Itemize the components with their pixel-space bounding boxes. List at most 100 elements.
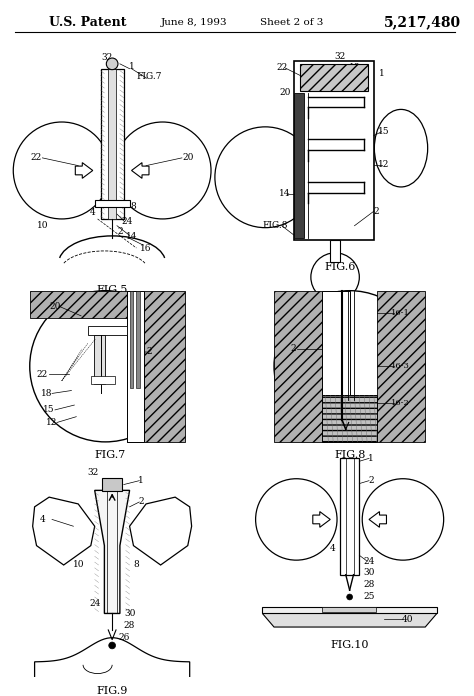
Text: 10: 10 [73,560,84,569]
Text: 12: 12 [378,160,389,169]
Polygon shape [35,638,190,681]
Text: 2: 2 [138,498,144,507]
Text: 15: 15 [378,127,389,136]
Text: 32: 32 [334,73,346,82]
Text: 14: 14 [126,232,137,241]
Circle shape [114,122,211,219]
Circle shape [13,122,110,219]
Bar [322,291,350,395]
Bar [127,291,185,442]
Text: FIG.7: FIG.7 [95,450,126,461]
Circle shape [30,291,181,442]
Bar [108,69,116,219]
Bar [300,64,368,91]
Text: June 8, 1993: June 8, 1993 [161,17,228,26]
Text: 16: 16 [140,244,152,253]
Text: 1: 1 [368,454,374,463]
Text: 28: 28 [364,580,375,589]
Polygon shape [95,491,129,613]
Circle shape [106,58,118,70]
Text: 14: 14 [279,189,291,198]
Circle shape [215,127,316,228]
Text: 20: 20 [182,153,193,162]
Text: 30: 30 [364,568,375,577]
Bar [137,291,140,388]
Polygon shape [75,163,93,178]
Text: FIG.5: FIG.5 [96,285,128,294]
Text: 8: 8 [131,202,137,211]
Text: 1: 1 [379,69,384,78]
Text: FIG.10: FIG.10 [330,640,369,651]
Text: FIG.9: FIG.9 [96,686,128,696]
Bar [102,477,122,491]
Text: 16-1: 16-1 [391,309,410,317]
Bar [127,291,144,442]
Text: 2: 2 [368,476,374,485]
Text: 20: 20 [49,301,61,310]
Text: 4: 4 [90,207,96,216]
Text: 32: 32 [101,53,113,61]
Bar [100,69,124,219]
Bar [330,240,340,262]
Text: 26: 26 [118,633,129,642]
Text: 5,217,480: 5,217,480 [384,15,461,29]
Polygon shape [131,163,149,178]
Text: FIG.6: FIG.6 [324,262,356,272]
Text: 10: 10 [36,221,48,230]
Bar [377,291,425,442]
Bar [294,93,304,238]
Bar [94,335,105,383]
Text: 16-3: 16-3 [391,363,410,370]
Text: 20: 20 [279,88,291,97]
Bar [88,326,127,335]
Polygon shape [129,497,191,565]
Text: 40: 40 [402,615,413,624]
Text: FIG.8: FIG.8 [334,450,365,461]
Polygon shape [33,497,95,565]
Text: 2: 2 [146,347,152,356]
Circle shape [109,642,116,649]
Text: 22: 22 [31,153,42,162]
Text: 2: 2 [117,227,123,236]
Text: 28: 28 [124,621,135,630]
Text: 12: 12 [46,418,58,427]
Text: 22: 22 [276,63,287,72]
Text: 24: 24 [89,599,100,608]
Bar [91,376,115,383]
Text: 2: 2 [373,207,379,216]
Text: 24: 24 [364,557,375,566]
Ellipse shape [374,109,428,187]
Circle shape [274,291,425,442]
Polygon shape [313,512,330,528]
Text: 1: 1 [128,62,135,71]
Bar [322,607,376,612]
Text: 2: 2 [291,345,296,354]
Text: 25: 25 [363,592,375,601]
Text: 4: 4 [39,515,45,524]
Circle shape [311,253,359,301]
Text: 32: 32 [334,52,346,61]
Bar [274,291,324,442]
Text: 24: 24 [121,217,132,226]
Text: 18: 18 [349,63,360,72]
Text: FIG.7: FIG.7 [136,72,162,81]
Polygon shape [263,607,437,613]
Bar [340,459,359,575]
Circle shape [346,594,353,600]
Bar [95,200,129,207]
Text: 32: 32 [87,468,99,477]
Bar [129,291,134,388]
Bar [322,395,377,442]
Circle shape [255,479,337,560]
Bar [30,291,127,318]
Text: 8: 8 [134,560,139,569]
Text: 18: 18 [41,389,53,398]
Text: 4: 4 [329,544,335,553]
Circle shape [362,479,444,560]
Text: 15: 15 [43,405,55,414]
Polygon shape [369,512,386,528]
Text: 22: 22 [36,370,48,379]
Text: 16-2: 16-2 [391,399,410,407]
Text: U.S. Patent: U.S. Patent [49,16,127,29]
Bar [294,61,374,240]
